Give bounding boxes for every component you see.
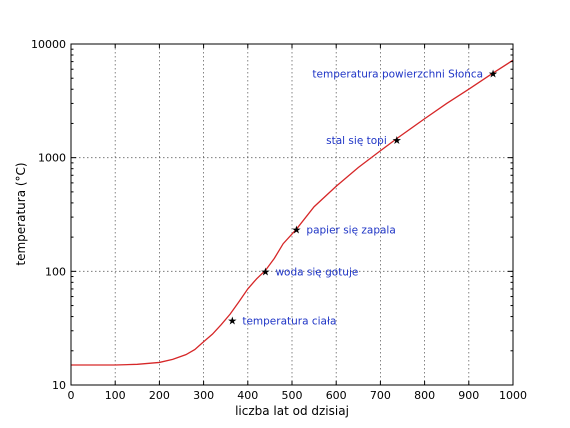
- x-tick-label: 100: [105, 389, 126, 402]
- x-tick-label: 600: [326, 389, 347, 402]
- point-marker: ★: [392, 134, 402, 147]
- y-tick-label: 10: [52, 379, 66, 392]
- x-tick-label: 1000: [499, 389, 527, 402]
- annotations: temperatura ciała woda się gotuje papier s…: [242, 69, 483, 328]
- x-tick-label: 500: [282, 389, 303, 402]
- point-marker: ★: [291, 224, 301, 237]
- x-tick-label: 200: [149, 389, 170, 402]
- y-axis-label: temperatura (°C): [14, 162, 28, 265]
- x-axis-label: liczba lat od dzisiaj: [235, 404, 349, 418]
- point-marker: ★: [488, 68, 498, 81]
- y-tick-label: 100: [45, 265, 66, 278]
- point-annotation: temperatura ciała: [242, 315, 336, 327]
- x-tick-label: 900: [458, 389, 479, 402]
- point-marker: ★: [227, 314, 237, 327]
- x-tick-label: 300: [193, 389, 214, 402]
- x-tick-label: 700: [370, 389, 391, 402]
- point-marker: ★: [261, 265, 271, 278]
- x-tick-label: 0: [68, 389, 75, 402]
- ticks: 0 100 200 300 400 500 600 700 800 900 1000 10 100 100…: [31, 38, 527, 402]
- plot-frame: [70, 43, 514, 386]
- point-annotation: stal się topi: [326, 135, 387, 147]
- point-annotation: papier się zapala: [306, 225, 395, 237]
- point-annotation: woda się gotuje: [275, 266, 358, 278]
- series-line: [71, 59, 514, 366]
- x-tick-label: 800: [414, 389, 435, 402]
- x-tick-label: 400: [237, 389, 258, 402]
- grid: [71, 44, 513, 385]
- y-tick-label: 1000: [38, 152, 66, 165]
- markers: ★ ★ ★ ★ ★: [227, 68, 498, 328]
- point-annotation: temperatura powierzchni Słońca: [312, 69, 483, 81]
- y-tick-label: 10000: [31, 38, 66, 51]
